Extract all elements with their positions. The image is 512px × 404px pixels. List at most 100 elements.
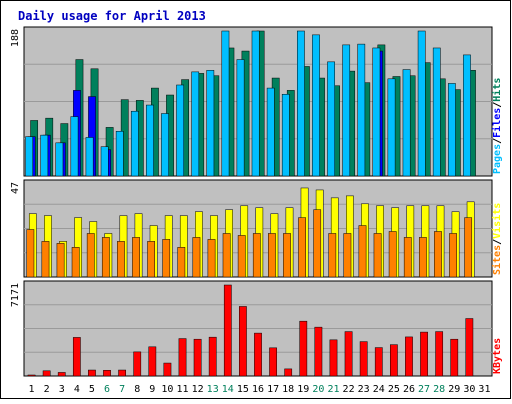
legend-item: / [492,138,503,144]
panels: 188 Pages/Files/Hits 47 Sites/Visits 7171 KBy… [10,26,503,377]
bar-pages-day-28 [432,47,441,177]
bar-sites-day-24 [373,233,382,278]
bar-kbytes-day-22 [344,331,353,377]
bar-sites-day-14 [222,233,231,278]
bar-sites-day-12 [192,237,201,278]
x-tick-label: 8 [134,384,140,395]
x-tick-label: 20 [312,384,324,395]
y-max-label: 188 [10,29,21,47]
bar-kbytes-day-9 [148,346,157,377]
bar-sites-day-29 [449,233,457,278]
bar-sites-day-15 [237,235,246,278]
panel-pages-files-hits: 188 Pages/Files/Hits [10,26,503,177]
bar-pages-day-21 [327,61,335,177]
legend-kbytes: KBytes [492,338,503,374]
x-tick-label: 10 [161,384,173,395]
bar-pages-day-18 [281,93,290,177]
bar-sites-day-26 [403,237,412,278]
bar-kbytes-day-30 [465,318,474,377]
bar-pages-day-17 [266,87,275,177]
x-tick-label: 9 [149,384,155,395]
bar-kbytes-day-8 [133,351,142,377]
x-tick-label: 6 [104,384,110,395]
bar-pages-day-29 [447,83,456,177]
bar-pages-day-30 [463,54,471,177]
bar-pages-day-20 [312,34,320,177]
x-tick-label: 19 [297,384,309,395]
x-tick-label: 29 [448,384,460,395]
bar-sites-day-9 [147,241,155,278]
bar-sites-day-27 [418,237,427,278]
bar-sites-day-6 [101,237,110,278]
bar-kbytes-day-13 [208,336,217,377]
bar-kbytes-day-2 [42,370,51,377]
bar-sites-day-18 [283,233,291,278]
bar-sites-day-17 [268,233,276,278]
bar-pages-day-15 [236,59,245,177]
bar-kbytes-day-15 [239,306,247,377]
bar-sites-day-23 [358,225,367,278]
bar-pages-day-5 [85,137,94,177]
bar-pages-day-27 [417,30,426,177]
bar-pages-day-7 [115,131,124,177]
bar-kbytes-day-3 [57,372,66,377]
x-tick-label: 26 [403,384,415,395]
bar-kbytes-day-25 [389,344,398,377]
bar-kbytes-day-17 [269,347,277,377]
bar-pages-day-9 [146,104,154,177]
x-tick-label: 31 [478,384,490,395]
bar-sites-day-5 [86,233,95,278]
bar-pages-day-10 [161,113,169,177]
x-tick-label: 11 [176,384,188,395]
x-tick-label: 16 [252,384,264,395]
bar-sites-day-21 [328,233,337,278]
x-tick-label: 23 [358,384,370,395]
bar-pages-day-2 [40,134,49,177]
legend-pages-files-hits: Pages/Files/Hits [491,78,503,174]
bar-kbytes-day-27 [420,331,428,377]
bar-pages-day-12 [191,71,200,177]
bar-pages-day-11 [176,84,184,177]
bar-pages-day-4 [70,116,79,177]
bar-sites-day-20 [313,209,322,278]
bar-pages-day-25 [387,78,396,177]
legend-item: / [492,239,503,245]
bar-pages-day-13 [206,70,215,177]
x-tick-label: 2 [44,384,50,395]
bar-kbytes-day-21 [329,339,338,377]
bar-pages-day-6 [100,146,109,177]
x-tick-label: 25 [388,384,400,395]
bar-pages-day-19 [297,30,305,177]
bar-kbytes-day-19 [299,320,308,377]
panel-sites-visits: 47 Sites/Visits [10,179,503,278]
x-tick-label: 14 [222,384,234,395]
x-tick-label: 15 [237,384,249,395]
bar-sites-day-28 [434,231,442,278]
bar-sites-day-11 [177,247,186,278]
bar-kbytes-day-26 [405,336,413,377]
x-tick-label: 12 [192,384,204,395]
bar-pages-day-22 [342,44,351,177]
y-max-label: 7171 [10,283,21,307]
legend-item: KBytes [492,338,503,374]
legend-item: / [492,102,503,108]
bar-kbytes-day-4 [72,337,81,377]
bar-pages-day-24 [372,47,381,177]
chart-title: Daily usage for April 2013 [18,9,206,23]
bar-kbytes-day-5 [88,369,96,377]
bar-kbytes-day-7 [118,369,127,377]
bar-pages-day-26 [402,69,411,177]
y-max-label: 47 [10,182,21,194]
bar-sites-day-22 [343,233,352,278]
x-tick-label: 5 [89,384,95,395]
legend-item: Files [491,108,503,138]
bar-kbytes-day-10 [163,362,172,377]
x-tick-label: 17 [267,384,279,395]
bar-sites-day-4 [71,247,80,278]
bar-kbytes-day-29 [450,338,459,377]
legend-sites-visits: Sites/Visits [491,203,503,275]
legend-item: Sites [491,245,503,275]
bar-kbytes-day-24 [374,347,383,377]
x-tick-label: 1 [29,384,35,395]
